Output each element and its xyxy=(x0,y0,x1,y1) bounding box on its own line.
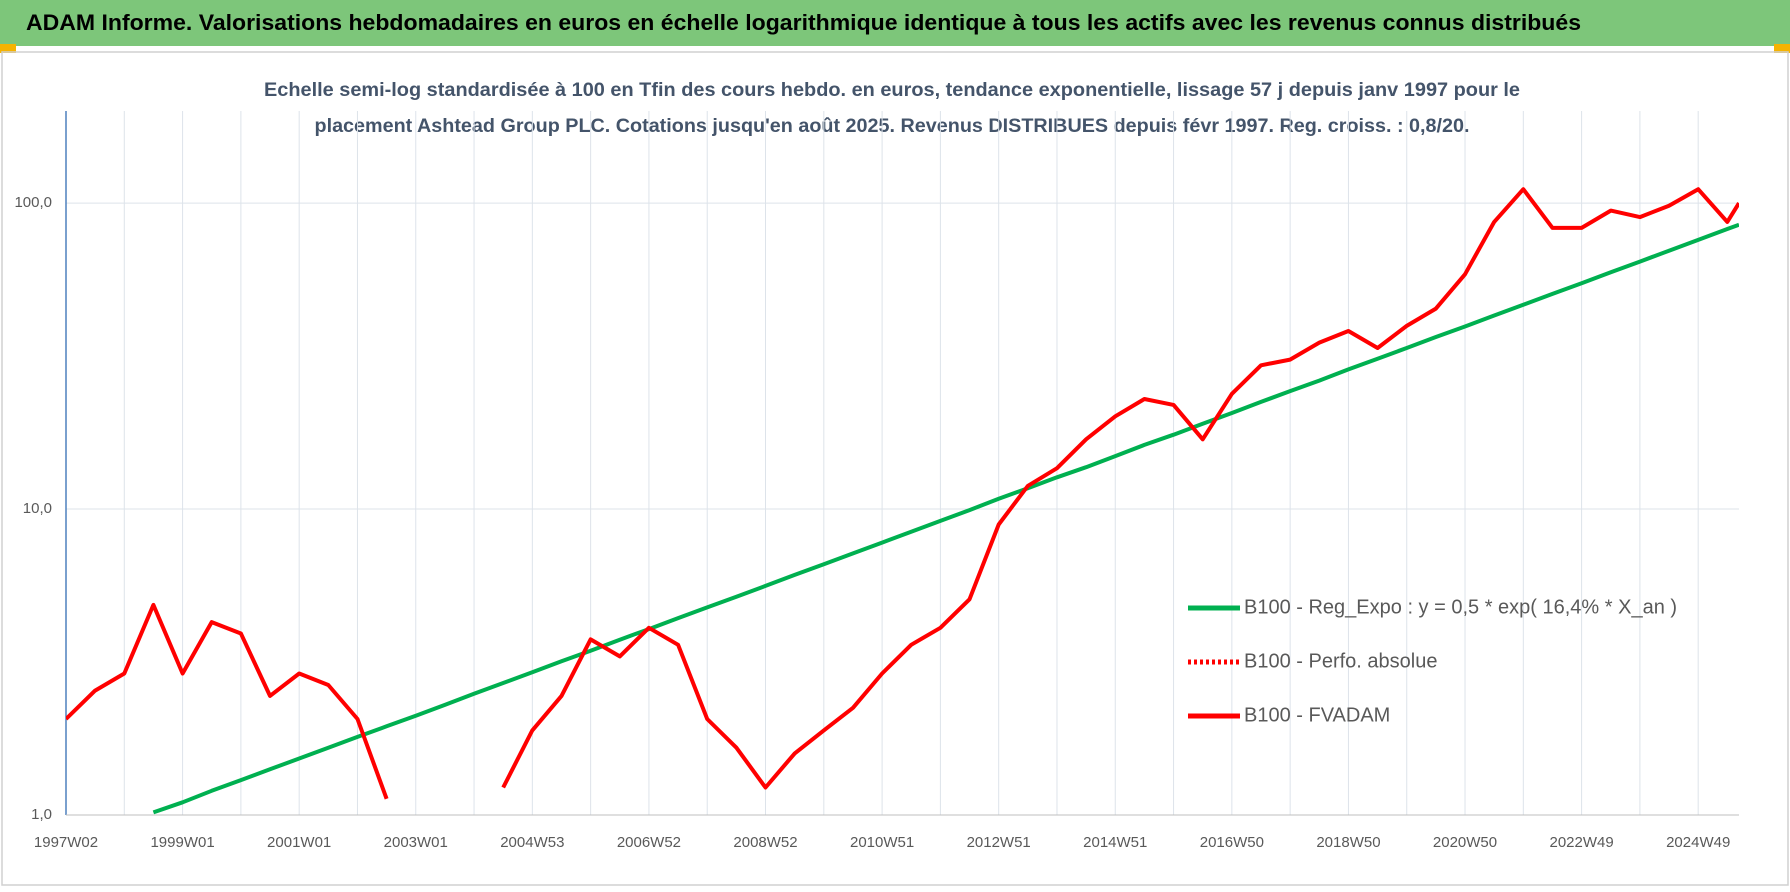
x-tick-label: 2003W01 xyxy=(384,834,448,851)
legend-label: B100 - FVADAM xyxy=(1244,704,1390,726)
x-tick-label: 2001W01 xyxy=(267,834,331,851)
x-tick-label: 2024W49 xyxy=(1666,834,1730,851)
x-tick-label: 2010W51 xyxy=(850,834,914,851)
y-tick-label: 1,0 xyxy=(31,806,52,823)
x-tick-label: 2006W52 xyxy=(617,834,681,851)
plot-area xyxy=(66,187,1739,815)
series-line xyxy=(66,187,1739,800)
y-tick-label: 100,0 xyxy=(14,194,52,211)
corner-mark xyxy=(1774,44,1790,53)
x-tick-label: 1999W01 xyxy=(150,834,214,851)
x-tick-label: 2016W50 xyxy=(1200,834,1264,851)
y-tick-label: 10,0 xyxy=(23,500,52,517)
x-tick-label: 2004W53 xyxy=(500,834,564,851)
legend-label: B100 - Reg_Expo : y = 0,5 * exp( 16,4% *… xyxy=(1244,596,1677,618)
x-tick-label: 2018W50 xyxy=(1316,834,1380,851)
header-bar xyxy=(0,0,1790,46)
x-tick-label: 1997W02 xyxy=(34,834,98,851)
chart-subtitle: Echelle semi-log standardisée à 100 en T… xyxy=(264,80,1520,101)
chart-subtitle: placement Ashtead Group PLC. Cotations j… xyxy=(315,116,1470,137)
x-tick-label: 2012W51 xyxy=(967,834,1031,851)
x-tick-label: 2014W51 xyxy=(1083,834,1147,851)
x-tick-label: 2022W49 xyxy=(1550,834,1614,851)
series-line xyxy=(152,222,1739,815)
x-tick-label: 2008W52 xyxy=(733,834,797,851)
x-tick-label: 2020W50 xyxy=(1433,834,1497,851)
corner-mark xyxy=(0,44,16,53)
legend-label: B100 - Perfo. absolue xyxy=(1244,650,1437,672)
chart-frame xyxy=(1,51,1789,886)
chart-title: ADAM Informe. Valorisations hebdomadaire… xyxy=(26,10,1581,35)
